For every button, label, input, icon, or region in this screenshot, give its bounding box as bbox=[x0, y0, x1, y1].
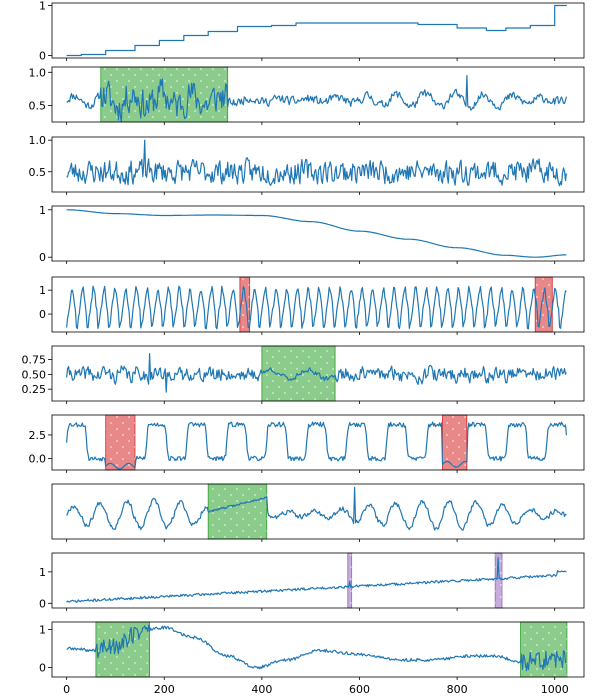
panel-7: 0.0 2.5 bbox=[29, 414, 585, 473]
x-tick-label-6: 1000 bbox=[541, 683, 569, 696]
panel-4: 01 bbox=[39, 204, 585, 264]
panel-8-highlight-1-texture bbox=[208, 484, 267, 539]
x-tick-label-2: 200 bbox=[154, 683, 175, 696]
panel-8-frame bbox=[51, 483, 585, 540]
panel-7-highlight-1-texture bbox=[105, 415, 135, 470]
panel-3-y-tick-label-1: 0.5 bbox=[29, 166, 47, 179]
panel-6-highlight-1-texture bbox=[261, 346, 336, 401]
panel-10-highlight-1-texture bbox=[95, 622, 150, 677]
panel-3-series-line bbox=[66, 139, 567, 187]
panel-9-highlight-2-texture bbox=[495, 553, 503, 608]
panel-10-frame bbox=[51, 621, 585, 678]
panel-6-y-tick-label-1: 0.25 bbox=[22, 383, 47, 396]
panel-1-y-tick-label-2: 1 bbox=[39, 0, 46, 13]
panel-2: 0.5 1.0 bbox=[29, 66, 585, 125]
panel-7-series-line bbox=[66, 421, 567, 470]
panel-1-frame bbox=[51, 2, 585, 59]
panel-3-frame bbox=[51, 136, 585, 193]
panel-6-y-tick-label-2: 0.50 bbox=[22, 368, 47, 381]
panel-6-series-line bbox=[66, 353, 567, 393]
panel-2-series-line bbox=[66, 75, 567, 122]
x-tick-label-5: 800 bbox=[447, 683, 468, 696]
panel-4-frame bbox=[51, 205, 585, 262]
panel-10: 01 bbox=[39, 621, 585, 680]
panel-4-y-tick-label-1: 0 bbox=[39, 251, 46, 264]
panel-8-series-line bbox=[66, 486, 567, 531]
panel-9: 01 bbox=[39, 552, 585, 611]
panel-6-y-tick-label-3: 0.75 bbox=[22, 354, 47, 367]
panel-7-frame bbox=[51, 414, 585, 471]
panel-4-series-line bbox=[66, 209, 567, 258]
panel-6-frame bbox=[51, 345, 585, 402]
panel-7-y-tick-label-2: 2.5 bbox=[29, 429, 47, 442]
panel-2-y-tick-label-1: 0.5 bbox=[29, 99, 47, 112]
panel-3-y-tick-label-2: 1.0 bbox=[29, 134, 47, 147]
panel-10-y-tick-label-2: 1 bbox=[39, 624, 46, 637]
panel-2-y-tick-label-2: 1.0 bbox=[29, 66, 47, 79]
panel-1-y-tick-label-1: 0 bbox=[39, 50, 46, 63]
panel-5-highlight-1-texture bbox=[239, 277, 250, 332]
x-tick-label-4: 600 bbox=[349, 683, 370, 696]
panel-4-y-tick-label-2: 1 bbox=[39, 204, 46, 217]
panel-10-y-tick-label-1: 0 bbox=[39, 662, 46, 675]
panel-9-frame bbox=[51, 552, 585, 609]
panel-5-y-tick-label-1: 0 bbox=[39, 308, 46, 321]
panel-10-highlight-2-texture bbox=[520, 622, 567, 677]
panel-9-y-tick-label-2: 1 bbox=[39, 566, 46, 579]
panel-5-series-line bbox=[66, 285, 567, 330]
panel-7-highlight-2-texture bbox=[442, 415, 467, 470]
panel-9-highlight-1-texture bbox=[347, 553, 352, 608]
panel-5-y-tick-label-2: 1 bbox=[39, 284, 46, 297]
panel-3: 0.5 1.0 bbox=[29, 134, 585, 195]
panel-2-frame bbox=[51, 66, 585, 123]
panel-1-series-line bbox=[66, 4, 567, 57]
panel-9-y-tick-label-1: 0 bbox=[39, 597, 46, 610]
x-tick-label-1: 0 bbox=[63, 683, 70, 696]
x-tick-label-3: 400 bbox=[251, 683, 272, 696]
panel-6: 0.25 0.500.75 bbox=[22, 345, 585, 404]
panel-1: 01 bbox=[39, 0, 585, 63]
x-axis: 0 200 400 600 800 1000 bbox=[63, 683, 569, 696]
panel-10-series-line bbox=[66, 624, 567, 672]
panel-7-y-tick-label-1: 0.0 bbox=[29, 453, 47, 466]
panel-5: 01 bbox=[39, 276, 585, 335]
panel-8 bbox=[51, 483, 585, 542]
panel-9-series-line bbox=[66, 557, 567, 603]
panel-5-frame bbox=[51, 276, 585, 333]
